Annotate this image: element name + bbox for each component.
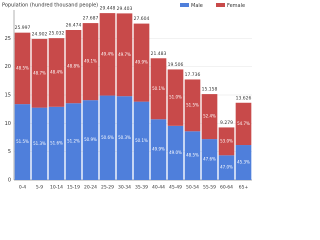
- segment-label: 47.6%: [203, 157, 216, 162]
- bar-segment: [14, 104, 31, 180]
- segment-label: 48.7%: [33, 70, 46, 75]
- segment-label: 50.9%: [84, 137, 97, 142]
- total-label: 27.687: [83, 16, 99, 22]
- bar-segment: [150, 58, 167, 120]
- y-tick-label: 15: [5, 93, 11, 99]
- segment-label: 45.3%: [237, 160, 250, 165]
- y-axis-label: Population (hundred thousand people): [2, 3, 98, 9]
- bar-segment: [167, 69, 184, 126]
- bar-segment: [31, 107, 48, 180]
- segment-label: 51.2%: [67, 139, 80, 144]
- bar-segment: [235, 102, 252, 146]
- x-tick-label: 30-34: [118, 185, 131, 191]
- legend-label: Male: [191, 3, 203, 9]
- bar-segment: [201, 94, 218, 140]
- x-tick-label: 35-39: [135, 185, 148, 191]
- bar-segment: [14, 32, 31, 105]
- y-tick-label: 25: [5, 36, 11, 42]
- y-tick-label: 20: [5, 64, 11, 70]
- x-tick-label: 45-49: [169, 185, 182, 191]
- segment-label: 54.7%: [237, 121, 250, 126]
- bar-segment: [150, 119, 167, 180]
- segment-label: 48.8%: [67, 64, 80, 69]
- segment-label: 51.0%: [169, 95, 182, 100]
- total-label: 29.448: [100, 6, 116, 12]
- segment-label: 49.9%: [135, 60, 148, 65]
- bar-segment: [99, 95, 116, 180]
- x-tick-label: 65+: [239, 185, 249, 191]
- x-tick-label: 55-59: [203, 185, 216, 191]
- legend-label: Female: [227, 3, 245, 9]
- segment-label: 50.1%: [152, 86, 165, 91]
- x-tick-label: 60-64: [220, 185, 233, 191]
- total-label: 26.474: [66, 23, 82, 29]
- bar-segment: [184, 131, 201, 180]
- x-tick-label: 20-24: [84, 185, 97, 191]
- legend-swatch: [216, 3, 225, 7]
- bar-segment: [235, 145, 252, 180]
- x-tick-label: 5-9: [36, 185, 43, 191]
- x-tick-label: 25-29: [101, 185, 114, 191]
- bar-segment: [218, 155, 235, 180]
- segment-label: 51.3%: [33, 141, 46, 146]
- segment-label: 50.6%: [101, 135, 114, 140]
- total-label: 17.736: [185, 72, 201, 78]
- total-label: 9.279: [220, 120, 233, 126]
- segment-label: 49.7%: [118, 52, 131, 57]
- segment-label: 51.5%: [186, 102, 199, 107]
- legend-swatch: [180, 3, 189, 7]
- total-label: 29.403: [117, 6, 133, 12]
- bar-segment: [201, 139, 218, 180]
- segment-label: 50.1%: [135, 138, 148, 143]
- segment-label: 52.4%: [203, 114, 216, 119]
- segment-label: 49.0%: [169, 150, 182, 155]
- bar-segment: [48, 106, 65, 180]
- bar-segment: [99, 13, 116, 96]
- bar-segment: [116, 13, 133, 97]
- segment-label: 49.1%: [84, 59, 97, 64]
- segment-label: 51.6%: [50, 140, 63, 145]
- segment-label: 49.9%: [152, 147, 165, 152]
- segment-label: 51.5%: [16, 139, 29, 144]
- bar-segment: [48, 38, 65, 107]
- segment-label: 48.5%: [186, 153, 199, 158]
- bar-segment: [133, 23, 150, 102]
- segment-label: 48.5%: [16, 65, 29, 70]
- bar-segment: [218, 127, 235, 156]
- segment-label: 49.4%: [101, 51, 114, 56]
- segment-label: 50.3%: [118, 135, 131, 140]
- total-label: 21.483: [151, 51, 167, 57]
- segment-label: 48.4%: [50, 69, 63, 74]
- x-tick-label: 10-14: [50, 185, 63, 191]
- total-label: 25.032: [49, 31, 65, 37]
- x-tick-label: 15-19: [67, 185, 80, 191]
- x-tick-label: 40-44: [152, 185, 165, 191]
- total-label: 19.506: [168, 62, 184, 68]
- bar-segment: [82, 23, 99, 101]
- bar-segment: [31, 38, 48, 108]
- y-tick-label: 0: [8, 178, 11, 184]
- total-label: 27.604: [134, 16, 150, 22]
- bar-segment: [167, 125, 184, 180]
- bar-segment: [184, 79, 201, 132]
- y-tick-label: 10: [5, 121, 11, 127]
- bar-segment: [65, 103, 82, 180]
- chart: Population (hundred thousand people) 051…: [2, 3, 252, 191]
- bar-segment: [133, 101, 150, 180]
- x-tick-label: 50-54: [186, 185, 199, 191]
- total-label: 25.997: [15, 25, 31, 31]
- bar-segment: [65, 30, 82, 104]
- y-tick-label: 5: [8, 149, 11, 155]
- segment-label: 47.0%: [220, 165, 233, 170]
- total-label: 13.626: [236, 95, 252, 101]
- bar-segment: [82, 100, 99, 180]
- total-label: 24.902: [32, 31, 48, 37]
- x-tick-label: 0-4: [19, 185, 26, 191]
- total-label: 15.158: [202, 87, 218, 93]
- segment-label: 53.0%: [220, 138, 233, 143]
- bar-segment: [116, 96, 133, 180]
